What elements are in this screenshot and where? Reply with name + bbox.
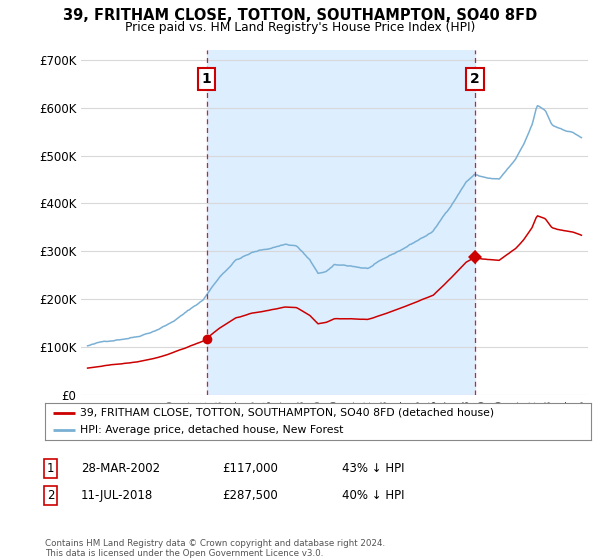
Text: 39, FRITHAM CLOSE, TOTTON, SOUTHAMPTON, SO40 8FD: 39, FRITHAM CLOSE, TOTTON, SOUTHAMPTON, …: [63, 8, 537, 24]
Text: 2: 2: [47, 489, 54, 502]
Text: Price paid vs. HM Land Registry's House Price Index (HPI): Price paid vs. HM Land Registry's House …: [125, 21, 475, 34]
Text: 2: 2: [470, 72, 480, 86]
Text: HPI: Average price, detached house, New Forest: HPI: Average price, detached house, New …: [80, 425, 344, 435]
Text: 43% ↓ HPI: 43% ↓ HPI: [342, 462, 404, 475]
Text: £117,000: £117,000: [222, 462, 278, 475]
Text: 1: 1: [47, 462, 54, 475]
Text: 40% ↓ HPI: 40% ↓ HPI: [342, 489, 404, 502]
Text: 39, FRITHAM CLOSE, TOTTON, SOUTHAMPTON, SO40 8FD (detached house): 39, FRITHAM CLOSE, TOTTON, SOUTHAMPTON, …: [80, 408, 494, 418]
Text: Contains HM Land Registry data © Crown copyright and database right 2024.
This d: Contains HM Land Registry data © Crown c…: [45, 539, 385, 558]
Bar: [206, 50, 475, 395]
Text: 1: 1: [202, 72, 211, 86]
Text: £287,500: £287,500: [222, 489, 278, 502]
Text: 28-MAR-2002: 28-MAR-2002: [81, 462, 160, 475]
Text: 11-JUL-2018: 11-JUL-2018: [81, 489, 153, 502]
